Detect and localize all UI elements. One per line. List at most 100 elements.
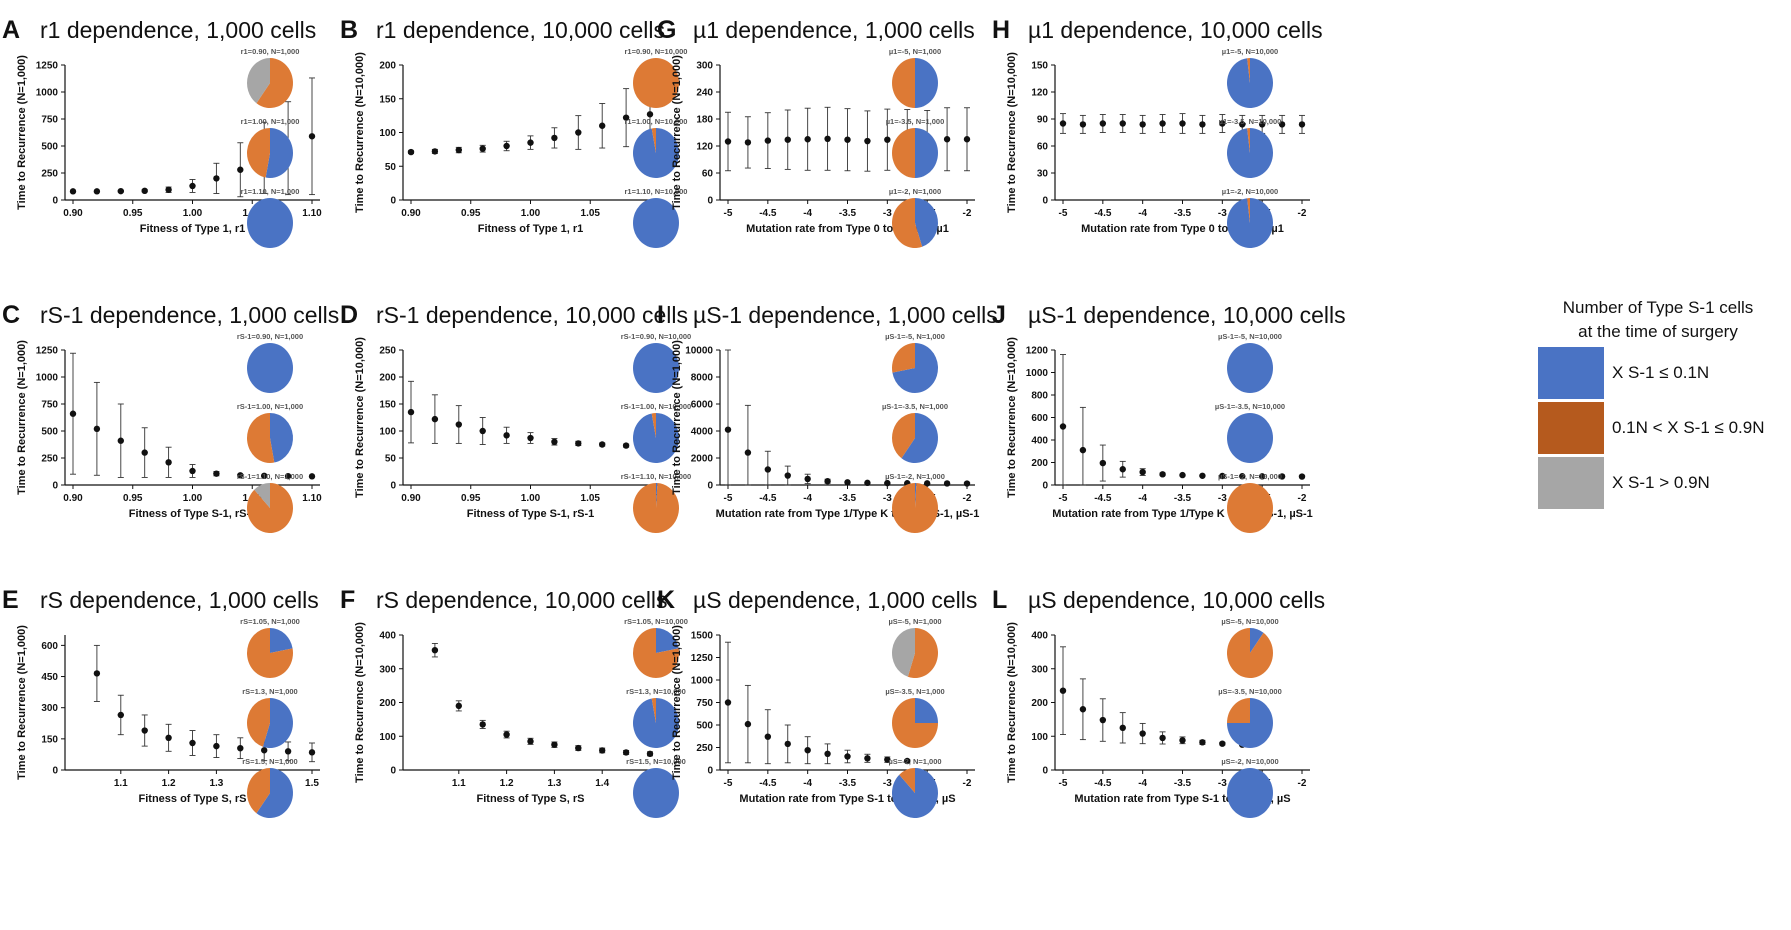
data-point (1199, 472, 1206, 479)
pie-slice (246, 413, 275, 463)
pie-label: µS-1=-3.5, N=1,000 (882, 402, 948, 411)
y-tick-label: 0 (1042, 766, 1048, 777)
data-point (407, 408, 415, 416)
pie-slice (892, 343, 915, 373)
pie-slice (270, 413, 293, 463)
data-point (407, 148, 415, 156)
data-point (1159, 471, 1166, 478)
x-tick-label: -5 (724, 778, 733, 789)
x-tick-label: -3 (883, 493, 892, 504)
legend-swatch-low (1538, 347, 1604, 399)
data-point (824, 750, 831, 757)
data-point (804, 136, 811, 143)
x-axis-label: Fitness of Type S-1, rS-1 (129, 508, 257, 520)
pie-label: µS-1=-5, N=1,000 (885, 332, 945, 341)
panel-letter: F (340, 586, 355, 614)
pie-slice (247, 343, 293, 393)
x-tick-label: -4.5 (759, 778, 777, 789)
pie-label: µS=-3.5, N=1,000 (885, 687, 944, 696)
data-point (844, 136, 851, 143)
data-point (599, 747, 606, 754)
y-tick-label: 400 (379, 631, 396, 642)
x-tick-label: -5 (1059, 208, 1068, 219)
data-point (455, 421, 462, 428)
pie-label: rS=1.3, N=10,000 (626, 687, 686, 696)
pie-slice (651, 128, 656, 153)
x-tick-label: 0.90 (401, 493, 421, 504)
data-point (622, 442, 630, 449)
data-point (764, 466, 772, 473)
y-tick-label: 500 (41, 427, 58, 438)
x-tick-label: -5 (724, 208, 733, 219)
x-tick-label: 1.2 (162, 778, 176, 789)
data-point (1298, 121, 1306, 128)
pie-label: µS-1=-2, N=10,000 (1218, 472, 1282, 481)
y-tick-label: 100 (379, 732, 396, 743)
data-point (804, 747, 811, 754)
x-tick-label: -4.5 (759, 208, 777, 219)
data-point (1139, 730, 1146, 737)
x-tick-label: -2 (1298, 208, 1307, 219)
y-tick-label: 300 (1031, 664, 1048, 675)
x-tick-label: -3 (1218, 778, 1227, 789)
data-point (724, 699, 732, 706)
y-axis-label: Time to Recurrence (N=1,000) (671, 340, 683, 495)
y-tick-label: 300 (696, 61, 713, 72)
data-point (1219, 472, 1226, 480)
pie-slice (892, 128, 915, 178)
data-point (551, 438, 558, 445)
data-point (141, 187, 148, 195)
data-point (784, 472, 791, 479)
data-point (503, 432, 510, 439)
y-tick-label: 250 (696, 743, 713, 754)
pie-label: rS=1.05, N=1,000 (240, 617, 300, 626)
data-point (646, 111, 654, 118)
legend-swatch-high (1538, 457, 1604, 509)
y-tick-label: 0 (390, 766, 396, 777)
data-point (1119, 466, 1126, 473)
legend-item-high: X S-1 > 0.9N (1538, 457, 1788, 509)
pie-label: µ1=-2, N=1,000 (889, 187, 941, 196)
y-tick-label: 750 (41, 400, 58, 411)
data-point (93, 425, 101, 433)
data-point (1179, 120, 1186, 127)
y-tick-label: 200 (1031, 698, 1048, 709)
data-point (1119, 120, 1126, 127)
pie-label: µS-1=-2, N=1,000 (885, 472, 945, 481)
data-point (455, 146, 462, 154)
legend-label-mid: 0.1N < X S-1 ≤ 0.9N (1612, 418, 1765, 437)
x-tick-label: -5 (724, 493, 733, 504)
y-tick-label: 1250 (36, 61, 59, 72)
panel-title: µS dependence, 10,000 cells (1028, 587, 1325, 613)
pie-slice (633, 768, 679, 818)
y-tick-label: 0 (707, 766, 713, 777)
data-point (923, 480, 931, 487)
panel-letter: L (992, 586, 1007, 614)
y-tick-label: 400 (1031, 436, 1048, 447)
pie-slice (632, 698, 679, 749)
legend-label-low: X S-1 ≤ 0.1N (1612, 363, 1710, 382)
pie-label: r1=0.90, N=1,000 (241, 47, 300, 56)
y-tick-label: 300 (379, 664, 396, 675)
pie-slice (915, 128, 938, 178)
data-point (261, 472, 268, 480)
data-point (1258, 473, 1266, 480)
data-point (141, 727, 148, 734)
pie-slice (1250, 628, 1264, 653)
y-tick-label: 1200 (1026, 346, 1049, 357)
data-point (431, 646, 439, 654)
pie-slice (915, 58, 938, 108)
data-point (1278, 473, 1286, 480)
data-point (479, 427, 486, 435)
x-tick-label: -4 (803, 493, 812, 504)
legend-title-line2: at the time of surgery (1578, 322, 1738, 341)
y-tick-label: 300 (41, 703, 58, 714)
y-tick-label: 1250 (36, 346, 59, 357)
data-point (237, 472, 244, 479)
y-tick-label: 90 (1037, 115, 1049, 126)
y-tick-label: 250 (41, 454, 58, 465)
